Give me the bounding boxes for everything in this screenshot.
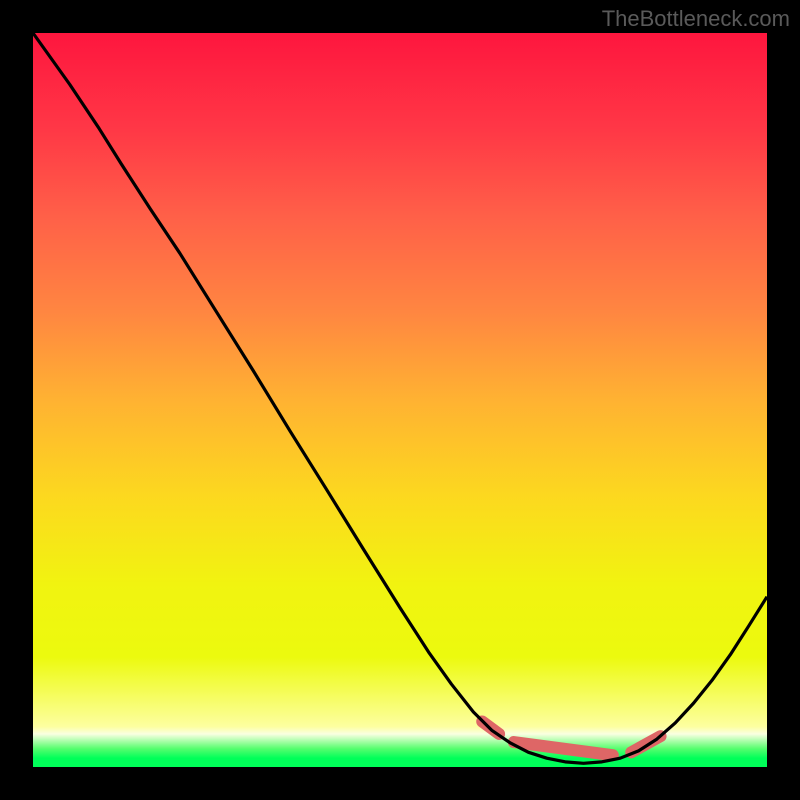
chart-canvas: TheBottleneck.com — [0, 0, 800, 800]
bottleneck-curve-chart — [0, 0, 800, 800]
watermark-text: TheBottleneck.com — [602, 6, 790, 32]
gradient-background — [33, 33, 767, 767]
